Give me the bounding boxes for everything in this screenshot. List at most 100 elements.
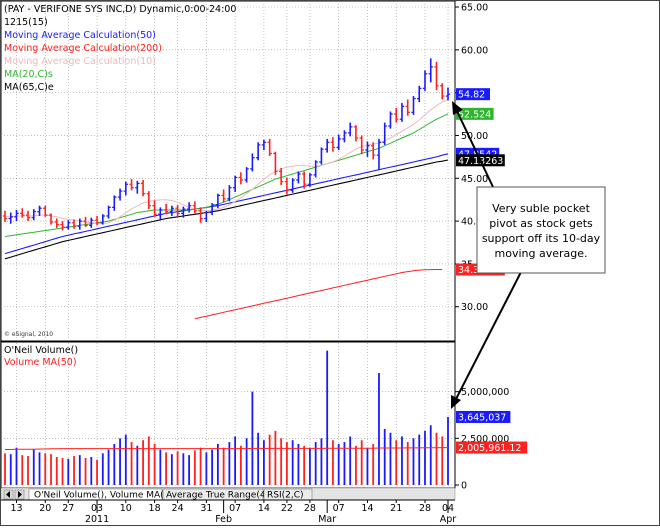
chart-title: (PAY - VERIFONE SYS INC,D) Dynamic,0:00-… xyxy=(4,4,236,15)
price-bar xyxy=(284,177,290,195)
price-value-badge: 54.82 xyxy=(456,88,490,101)
price-bar xyxy=(296,171,301,184)
day-tick-label: 21 xyxy=(390,503,402,514)
legend-ma65: MA(65,C)e xyxy=(4,82,54,93)
ma20-line xyxy=(4,113,449,237)
price-bar xyxy=(31,209,36,221)
price-bar xyxy=(8,212,13,224)
legend-ma50: Moving Average Calculation(50) xyxy=(4,30,156,41)
price-bar xyxy=(336,134,341,151)
price-bar xyxy=(255,142,261,161)
price-bar xyxy=(359,135,364,155)
price-bar xyxy=(112,195,117,211)
price-bar xyxy=(221,189,226,203)
annotation-callout: Very suble pocket pivot as stock gets su… xyxy=(451,101,606,409)
price-bar xyxy=(175,204,180,217)
month-label: Feb xyxy=(215,514,232,525)
price-bar xyxy=(83,216,88,228)
price-value-badge-bg xyxy=(456,88,490,101)
price-bar xyxy=(163,203,169,215)
price-bar xyxy=(106,205,111,219)
price-bar xyxy=(347,122,353,137)
price-bar xyxy=(20,208,25,218)
ma65-line xyxy=(4,159,449,260)
annotation-line-1: Very suble pocket xyxy=(492,202,590,215)
arrow-to-price xyxy=(455,108,494,188)
price-bar xyxy=(411,96,416,115)
price-bar xyxy=(382,122,387,145)
price-tick-label: 45.00 xyxy=(461,174,488,185)
price-bar xyxy=(434,61,439,91)
arrow-head-volume xyxy=(451,395,461,409)
price-value-badge-bg xyxy=(456,107,494,120)
day-tick-label: 07 xyxy=(333,503,345,514)
price-bar xyxy=(278,168,284,186)
day-tick-label: 18 xyxy=(149,503,161,514)
price-tick-label: 65.00 xyxy=(461,3,488,14)
day-tick-label: 14 xyxy=(361,503,373,514)
annotation-line-2: pivot as stock gets xyxy=(489,217,593,230)
volume-value-badge: 2,005,961.12 xyxy=(456,441,528,454)
volume-tick-label: 0 xyxy=(461,481,467,492)
price-bar xyxy=(301,171,307,189)
volume-value-badge-label: 3,645,037 xyxy=(458,412,506,423)
copyright-label: © eSignal, 2010 xyxy=(4,331,53,338)
day-tick-label: 22 xyxy=(281,503,293,514)
day-tick-label: 13 xyxy=(10,503,22,514)
ma50-line xyxy=(4,153,449,255)
price-bar xyxy=(204,210,209,222)
volume-axis: 5,000,000 2,500,000 0 3,645,037 2,005,961.12 xyxy=(455,387,528,492)
price-bar xyxy=(60,221,65,231)
day-tick-label: 24 xyxy=(172,503,184,514)
legend-ma200: Moving Average Calculation(200) xyxy=(4,43,162,54)
price-bar xyxy=(140,179,146,197)
volume-value-badge: 3,645,037 xyxy=(456,410,511,423)
price-bar xyxy=(25,210,31,222)
price-tick-label: 60.00 xyxy=(461,45,488,56)
volume-value-badge-label: 2,005,961.12 xyxy=(458,443,521,454)
day-tick-label: 27 xyxy=(62,503,74,514)
price-tick-label: 40.00 xyxy=(461,217,488,228)
price-bar xyxy=(54,218,59,228)
price-bar xyxy=(353,125,359,142)
price-bar xyxy=(169,205,175,216)
day-tick-label: 07 xyxy=(229,503,241,514)
price-bar xyxy=(307,173,313,187)
price-bar xyxy=(158,207,163,220)
price-bar xyxy=(399,102,405,122)
volume-ma-line xyxy=(5,447,448,450)
moving-averages xyxy=(4,99,449,320)
price-bar xyxy=(238,172,244,185)
volume-title: O'Neil Volume() xyxy=(4,345,78,356)
day-tick-label: 31 xyxy=(200,503,212,514)
price-bar xyxy=(445,87,451,101)
price-bar xyxy=(319,147,324,165)
price-bar xyxy=(417,85,422,103)
ma200-line xyxy=(194,269,443,320)
volume-tick-label: 5,000,000 xyxy=(461,387,509,398)
price-bar xyxy=(273,151,278,175)
price-bar xyxy=(209,203,215,216)
price-bar xyxy=(267,138,272,157)
price-bar xyxy=(313,160,318,178)
price-bar xyxy=(129,179,134,191)
price-bar xyxy=(152,200,157,217)
price-axis-pane xyxy=(455,1,659,341)
annotation-line-4: moving average. xyxy=(495,247,588,260)
day-tick-label: 28 xyxy=(304,503,316,514)
price-bar xyxy=(290,178,295,193)
price-bar xyxy=(71,219,77,229)
price-bar xyxy=(14,209,19,222)
annotation-box xyxy=(476,186,606,274)
price-bar xyxy=(135,180,140,194)
price-bar xyxy=(89,217,94,228)
tab-atr-label: Average True Range(40) xyxy=(166,491,275,501)
day-tick-label: 20 xyxy=(39,503,51,514)
tab-rsi-label: RSI(2,C) xyxy=(267,491,304,501)
price-bar xyxy=(422,70,428,91)
price-bar xyxy=(198,207,203,223)
tab-strip: O'Neil Volume(), Volume MA(50) Average T… xyxy=(0,487,456,501)
price-bar xyxy=(388,111,393,129)
price-bar xyxy=(117,188,123,201)
legend-ma10: Moving Average Calculation(10) xyxy=(4,56,156,67)
